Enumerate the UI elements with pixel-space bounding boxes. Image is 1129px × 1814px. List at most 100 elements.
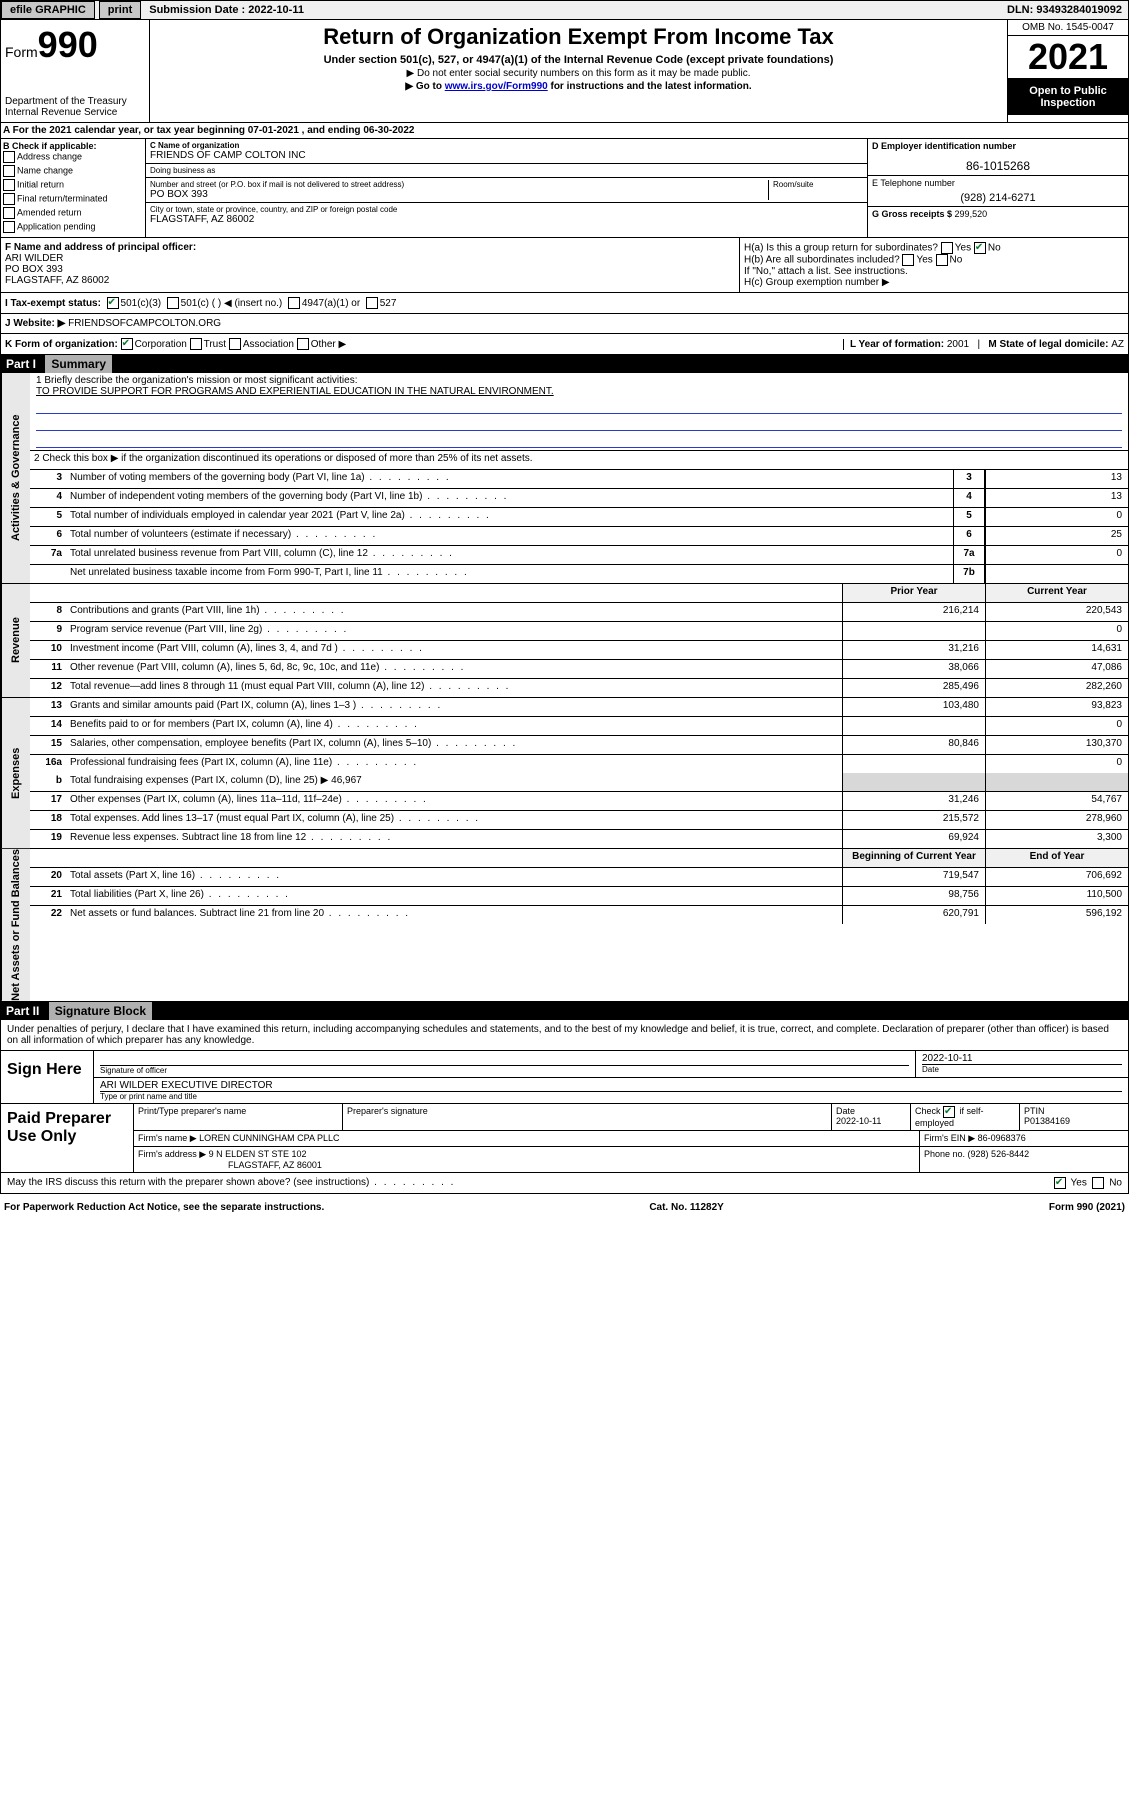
l-label: L Year of formation:	[850, 339, 947, 350]
chk-final-return[interactable]: Final return/terminated	[3, 193, 143, 205]
ha-no-checkbox[interactable]	[974, 242, 986, 254]
line-num: 4	[30, 489, 66, 507]
line-num: 11	[30, 660, 66, 678]
line-desc: Number of voting members of the governin…	[66, 470, 953, 488]
sign-here-fields: Signature of officer 2022-10-11 Date ARI…	[94, 1051, 1128, 1103]
hb-no-checkbox[interactable]	[936, 254, 948, 266]
firm-city-value: FLAGSTAFF, AZ 86001	[228, 1160, 322, 1170]
line-num: 17	[30, 792, 66, 810]
line-box: 5	[953, 508, 985, 526]
prior-year-value: 103,480	[842, 698, 985, 716]
summary-row: 20Total assets (Part X, line 16)719,5477…	[30, 868, 1128, 887]
line-num	[30, 565, 66, 583]
chk-527[interactable]	[366, 297, 378, 309]
opt-corporation: Corporation	[135, 339, 187, 350]
line-num: 13	[30, 698, 66, 716]
current-year-value: 278,960	[985, 811, 1128, 829]
chk-self-employed[interactable]	[943, 1106, 955, 1118]
sig-date-value: 2022-10-11	[922, 1053, 1122, 1064]
line-num: 8	[30, 603, 66, 621]
hb-yes-checkbox[interactable]	[902, 254, 914, 266]
submission-date-label-text: Submission Date :	[149, 4, 248, 16]
line-value: 0	[985, 508, 1128, 526]
prior-year-value: 80,846	[842, 736, 985, 754]
current-year-value: 54,767	[985, 792, 1128, 810]
line-num: 7a	[30, 546, 66, 564]
prep-name-header: Print/Type preparer's name	[134, 1104, 343, 1130]
firm-name-label: Firm's name ▶	[138, 1133, 197, 1143]
efile-graphic-button[interactable]: efile GRAPHIC	[1, 1, 95, 19]
line-box: 4	[953, 489, 985, 507]
part-2-title: Signature Block	[49, 1002, 152, 1020]
firm-name-value: LOREN CUNNINGHAM CPA PLLC	[199, 1133, 339, 1143]
open-to-public: Open to Public Inspection	[1008, 79, 1128, 115]
summary-row: 16aProfessional fundraising fees (Part I…	[30, 755, 1128, 773]
ha-yes-checkbox[interactable]	[941, 242, 953, 254]
opt-4947: 4947(a)(1) or	[302, 298, 360, 309]
line-value: 25	[985, 527, 1128, 545]
prep-date-value: 2022-10-11	[836, 1116, 881, 1126]
current-year-value: 282,260	[985, 679, 1128, 697]
end-year-value: 596,192	[985, 906, 1128, 924]
line-num: 14	[30, 717, 66, 735]
col-c-org-info: C Name of organization FRIENDS OF CAMP C…	[146, 139, 867, 237]
chk-application-pending[interactable]: Application pending	[3, 221, 143, 233]
line-desc: Program service revenue (Part VIII, line…	[66, 622, 842, 640]
m-value: AZ	[1111, 339, 1124, 350]
chk-address-change-label: Address change	[17, 151, 82, 161]
line-desc: Total assets (Part X, line 16)	[66, 868, 842, 886]
chk-address-change[interactable]: Address change	[3, 151, 143, 163]
chk-trust[interactable]	[190, 338, 202, 350]
line-box: 7a	[953, 546, 985, 564]
chk-501c3[interactable]	[107, 297, 119, 309]
dln-value: 93493284019092	[1036, 4, 1122, 16]
line-desc: Net assets or fund balances. Subtract li…	[66, 906, 842, 924]
governance-body: 1 Briefly describe the organization's mi…	[30, 373, 1128, 583]
summary-row: 5Total number of individuals employed in…	[30, 508, 1128, 527]
paid-preparer-grid: Print/Type preparer's name Preparer's si…	[134, 1104, 1128, 1172]
col-de: D Employer identification number 86-1015…	[867, 139, 1128, 237]
line-2-discontinued: 2 Check this box ▶ if the organization d…	[30, 451, 1128, 469]
chk-amended-return[interactable]: Amended return	[3, 207, 143, 219]
ptin-label: PTIN	[1024, 1106, 1045, 1116]
chk-501c[interactable]	[167, 297, 179, 309]
line-desc: Investment income (Part VIII, column (A)…	[66, 641, 842, 659]
opt-501c: 501(c) ( ) ◀ (insert no.)	[181, 298, 283, 309]
line-16b-desc-text: Total fundraising expenses (Part IX, col…	[70, 775, 328, 786]
chk-4947[interactable]	[288, 297, 300, 309]
opt-501c3: 501(c)(3)	[121, 298, 162, 309]
line-desc: Benefits paid to or for members (Part IX…	[66, 717, 842, 735]
chk-other[interactable]	[297, 338, 309, 350]
blank	[30, 849, 66, 867]
chk-corporation[interactable]	[121, 338, 133, 350]
discuss-no-checkbox[interactable]	[1092, 1177, 1104, 1189]
current-year-value: 0	[985, 622, 1128, 640]
ha-label: H(a) Is this a group return for subordin…	[744, 243, 938, 254]
line-num: 9	[30, 622, 66, 640]
room-label: Room/suite	[773, 180, 863, 189]
chk-initial-return[interactable]: Initial return	[3, 179, 143, 191]
irs-link[interactable]: www.irs.gov/Form990	[445, 81, 548, 92]
part-2-header: Part II Signature Block	[0, 1002, 1129, 1020]
expenses-section: Expenses 13Grants and similar amounts pa…	[0, 698, 1129, 849]
chk-association[interactable]	[229, 338, 241, 350]
discuss-yes-checkbox[interactable]	[1054, 1177, 1066, 1189]
prior-year-value: 216,214	[842, 603, 985, 621]
print-button[interactable]: print	[99, 1, 141, 19]
submission-date-value: 2022-10-11	[248, 4, 304, 16]
ptin-value: P01384169	[1024, 1116, 1070, 1126]
row-k-form-org: K Form of organization: Corporation Trus…	[0, 334, 1129, 355]
m-label: M State of legal domicile:	[988, 339, 1111, 350]
summary-row: 11Other revenue (Part VIII, column (A), …	[30, 660, 1128, 679]
officer-addr1: PO BOX 393	[5, 264, 735, 275]
prep-sig-header: Preparer's signature	[343, 1104, 832, 1130]
line-desc: Professional fundraising fees (Part IX, …	[66, 755, 842, 773]
footer-mid: Cat. No. 11282Y	[649, 1202, 723, 1213]
prior-year-value: 31,216	[842, 641, 985, 659]
line-desc: Number of independent voting members of …	[66, 489, 953, 507]
opt-527: 527	[380, 298, 397, 309]
officer-name: ARI WILDER	[5, 253, 735, 264]
header-subtitle: Under section 501(c), 527, or 4947(a)(1)…	[154, 54, 1003, 66]
tax-year: 2021	[1008, 36, 1128, 79]
chk-name-change[interactable]: Name change	[3, 165, 143, 177]
